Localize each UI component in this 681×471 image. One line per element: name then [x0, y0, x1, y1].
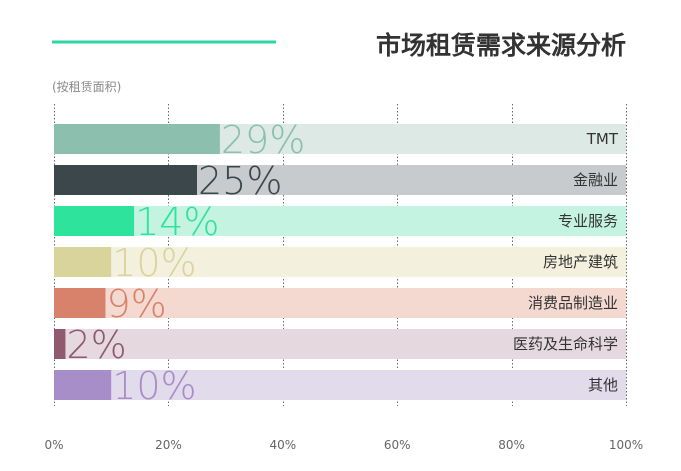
bar-row: 25% 金融业 — [54, 159, 626, 203]
bar-row: 29% TMT — [54, 118, 626, 162]
bar-value-label: 10% — [112, 364, 196, 408]
bar-row: 10% 房地产建筑 — [54, 241, 626, 285]
bar — [54, 329, 66, 359]
category-label: 消费品制造业 — [528, 294, 618, 312]
x-tick-label: 80% — [498, 438, 525, 452]
category-label: 医药及生命科学 — [513, 335, 618, 353]
x-axis-ticks: 0% 20% 40% 60% 80% 100% — [44, 438, 643, 452]
bar-track — [54, 329, 626, 359]
category-label: TMT — [586, 130, 619, 148]
bar-row: 14% 专业服务 — [54, 200, 626, 244]
bars: 29% TMT 25% 金融业 14% 专业服务 10% 房地产建筑 9% 消费品制造业 2% 医药及… — [54, 118, 626, 408]
bar — [54, 370, 112, 400]
x-tick-label: 20% — [155, 438, 182, 452]
bar-value-label: 29% — [221, 118, 305, 162]
bar — [54, 206, 135, 236]
bar-track — [54, 247, 626, 277]
bar — [54, 165, 197, 195]
bar-value-label: 2% — [66, 323, 126, 367]
bar — [54, 124, 220, 154]
category-label: 房地产建筑 — [543, 253, 618, 271]
category-label: 金融业 — [573, 171, 618, 189]
chart-subtitle: (按租赁面积) — [52, 80, 121, 94]
bar-track — [54, 206, 626, 236]
bar-track — [54, 370, 626, 400]
chart-title: 市场租赁需求来源分析 — [376, 31, 626, 60]
x-tick-label: 0% — [44, 438, 63, 452]
bar-row: 10% 其他 — [54, 364, 626, 408]
bar-track — [54, 288, 626, 318]
bar-value-label: 9% — [106, 282, 166, 326]
category-label: 其他 — [588, 376, 618, 394]
bar-row: 9% 消费品制造业 — [54, 282, 626, 326]
bar-value-label: 10% — [112, 241, 196, 285]
bar — [54, 288, 106, 318]
x-tick-label: 40% — [269, 438, 296, 452]
bar — [54, 247, 112, 277]
x-tick-label: 100% — [609, 438, 643, 452]
bar-value-label: 14% — [135, 200, 219, 244]
bar-value-label: 25% — [198, 159, 282, 203]
category-label: 专业服务 — [558, 212, 618, 230]
x-tick-label: 60% — [384, 438, 411, 452]
bar-row: 2% 医药及生命科学 — [54, 323, 626, 367]
